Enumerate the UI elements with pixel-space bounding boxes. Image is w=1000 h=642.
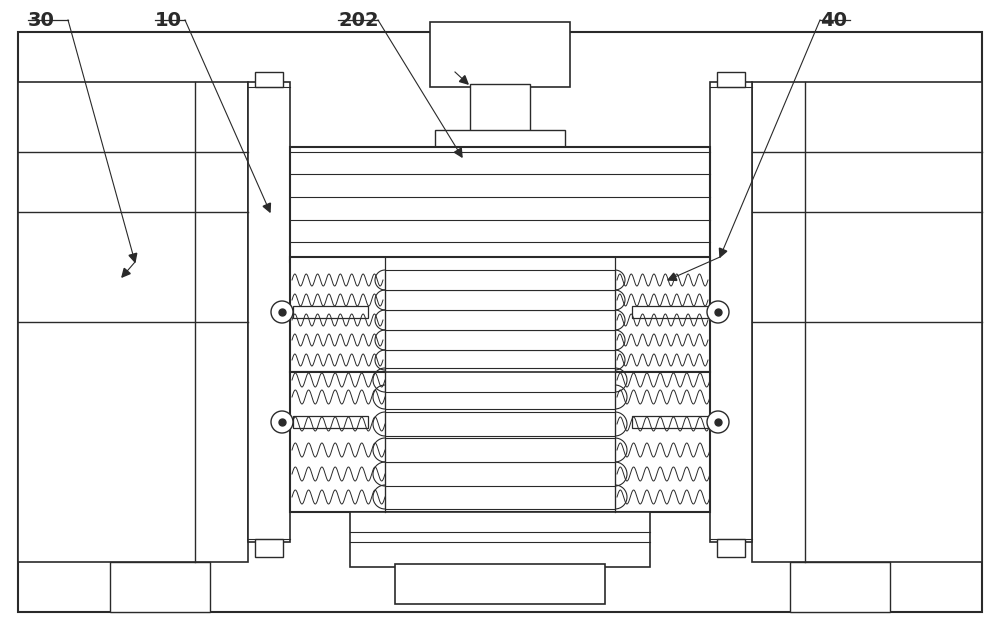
Polygon shape — [129, 253, 137, 262]
Bar — [290, 372, 710, 512]
Bar — [385, 485, 615, 509]
Bar — [385, 368, 615, 392]
Circle shape — [707, 411, 729, 433]
Polygon shape — [459, 76, 468, 84]
Text: 40: 40 — [820, 10, 847, 30]
Bar — [717, 72, 745, 87]
Polygon shape — [454, 148, 462, 157]
Bar — [632, 416, 718, 428]
Bar — [385, 412, 615, 436]
Bar — [470, 84, 530, 132]
Bar — [293, 416, 368, 428]
Bar — [385, 385, 615, 409]
Bar — [632, 306, 718, 318]
Polygon shape — [719, 248, 727, 257]
Polygon shape — [122, 268, 130, 277]
Bar — [717, 539, 745, 557]
Bar — [710, 82, 752, 542]
Bar — [293, 306, 368, 318]
Bar — [385, 310, 615, 330]
Bar — [248, 82, 290, 542]
Bar — [110, 562, 210, 612]
Bar — [435, 130, 565, 152]
Text: 202: 202 — [338, 10, 379, 30]
Bar — [385, 438, 615, 462]
Bar — [395, 564, 605, 604]
Bar — [430, 22, 570, 87]
Bar — [385, 350, 615, 370]
Bar — [385, 290, 615, 310]
Bar — [350, 512, 650, 567]
Bar — [290, 147, 710, 262]
Text: 10: 10 — [155, 10, 182, 30]
Bar — [385, 462, 615, 486]
Bar — [790, 562, 890, 612]
Polygon shape — [263, 203, 270, 212]
Bar — [255, 539, 283, 557]
Circle shape — [707, 301, 729, 323]
Polygon shape — [668, 273, 677, 281]
Bar — [290, 257, 710, 372]
Bar — [385, 270, 615, 290]
Bar — [752, 82, 982, 562]
Circle shape — [271, 411, 293, 433]
Bar — [255, 72, 283, 87]
Text: 30: 30 — [28, 10, 55, 30]
Bar — [18, 82, 248, 562]
Bar — [385, 330, 615, 350]
Circle shape — [271, 301, 293, 323]
